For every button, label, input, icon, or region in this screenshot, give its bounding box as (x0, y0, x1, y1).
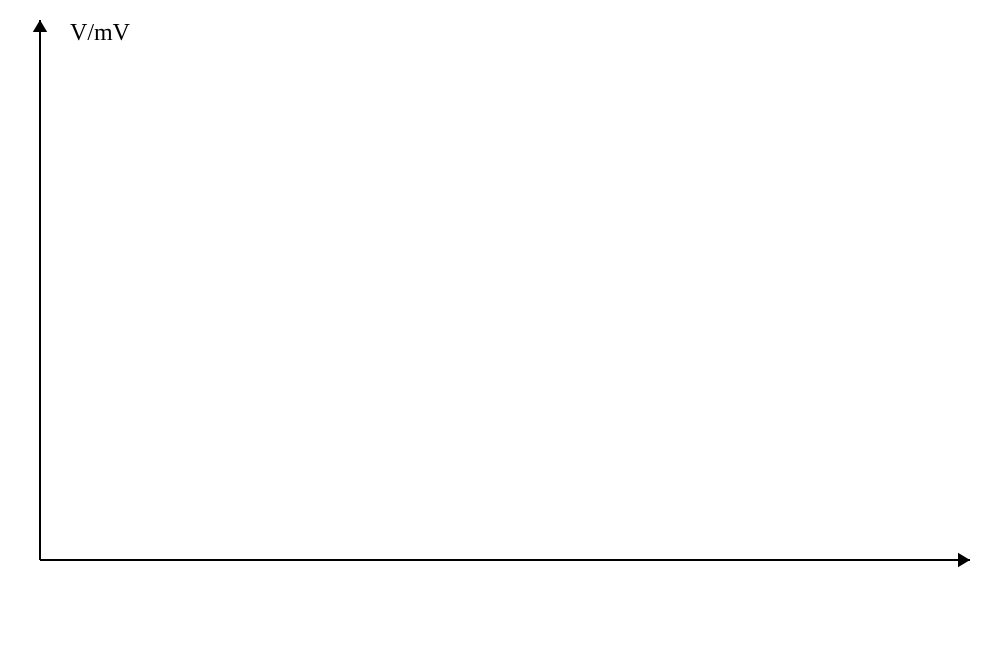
chart-bg (0, 0, 1000, 646)
svg-text:V/mV: V/mV (70, 20, 131, 46)
ecg-waveform-chart: V/mV (0, 0, 1000, 646)
